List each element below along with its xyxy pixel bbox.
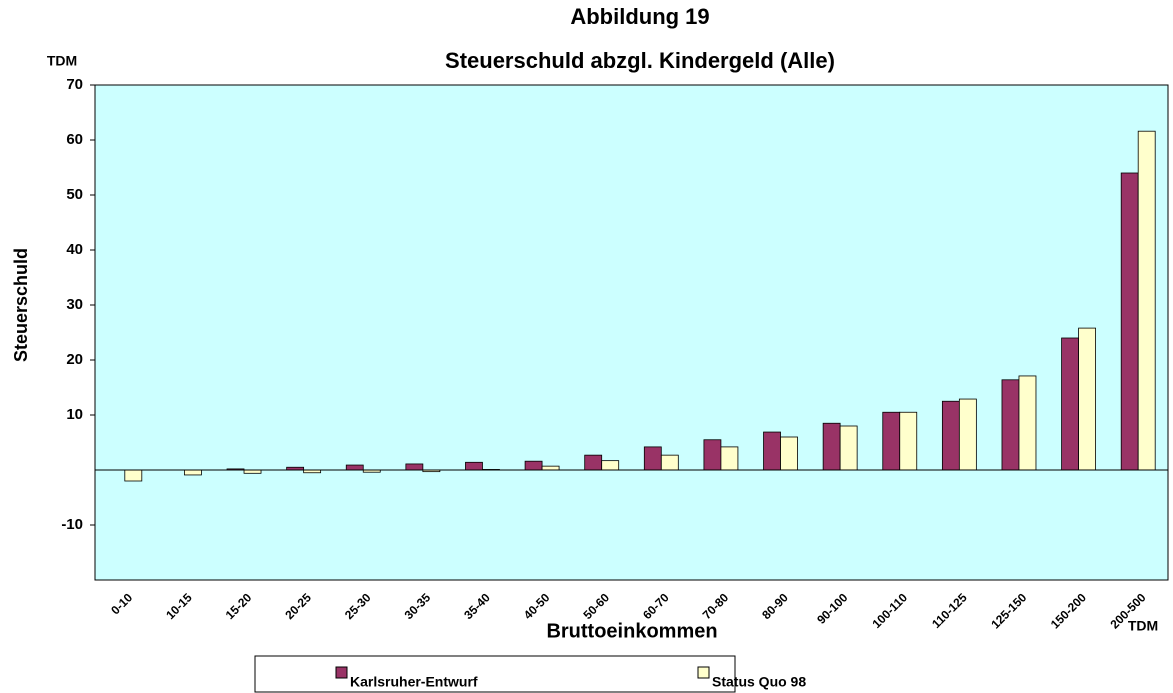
legend-label: Status Quo 98 (712, 674, 806, 690)
y-tick-label: 70 (66, 76, 83, 93)
legend-swatch (697, 666, 710, 679)
x-tick-label: 60-70 (640, 590, 672, 622)
x-axis-label: Bruttoeinkommen (546, 620, 717, 642)
bar (1001, 379, 1020, 471)
bar (899, 411, 918, 471)
x-tick-label: 25-30 (342, 590, 374, 622)
bar (703, 439, 722, 471)
bar (184, 469, 202, 476)
x-tick-label: 125-150 (988, 590, 1029, 631)
y-axis-label: Steuerschuld (11, 248, 31, 362)
legend-box (254, 655, 736, 693)
y-tick-label: -10 (61, 516, 83, 533)
y-tick-label: 40 (66, 241, 83, 258)
legend-swatch (335, 666, 348, 679)
bar (660, 454, 679, 471)
bar (1078, 327, 1096, 471)
y-unit: TDM (47, 53, 77, 69)
bar (780, 436, 798, 471)
legend-label: Karlsruher-Entwurf (350, 674, 478, 690)
bar (643, 446, 662, 471)
x-tick-label: 100-110 (870, 590, 911, 631)
x-tick-label: 30-35 (402, 590, 434, 622)
bar (1120, 172, 1139, 471)
x-tick-label: 90-100 (814, 590, 851, 627)
x-tick-label: 110-125 (929, 590, 970, 631)
y-tick-label: 30 (66, 296, 83, 313)
bar (941, 400, 960, 471)
y-tick-label: 10 (66, 406, 83, 423)
x-tick-label: 0-10 (108, 590, 135, 617)
bar (763, 431, 781, 471)
bar (405, 463, 424, 471)
bar (465, 461, 483, 471)
x-tick-label: 80-90 (759, 590, 791, 622)
bar (1137, 130, 1156, 471)
bar (124, 469, 143, 482)
bar (839, 425, 858, 471)
x-tick-label: 40-50 (521, 590, 553, 622)
bar (524, 460, 543, 471)
bar (1061, 337, 1079, 471)
bar (720, 446, 739, 471)
x-tick-label: 50-60 (580, 590, 612, 622)
x-tick-label: 70-80 (700, 590, 732, 622)
y-tick-label: 20 (66, 351, 83, 368)
y-tick-label: 50 (66, 186, 83, 203)
bar (958, 398, 977, 471)
chart-subtitle: Steuerschuld abzgl. Kindergeld (Alle) (445, 48, 835, 73)
bar (822, 422, 841, 471)
y-tick-label: 60 (66, 131, 83, 148)
x-unit: TDM (1128, 618, 1158, 634)
bar (1018, 375, 1037, 471)
plot-area (94, 84, 1169, 581)
bar (345, 464, 364, 471)
bar (584, 454, 603, 471)
bar (541, 465, 560, 471)
x-tick-label: 10-15 (163, 590, 195, 622)
chart-title: Abbildung 19 (570, 4, 709, 29)
x-tick-label: 15-20 (223, 590, 255, 622)
x-tick-label: 35-40 (461, 590, 493, 622)
bar (601, 460, 620, 471)
x-tick-label: 20-25 (282, 590, 314, 622)
x-tick-label: 150-200 (1048, 590, 1089, 631)
bar (882, 411, 901, 471)
